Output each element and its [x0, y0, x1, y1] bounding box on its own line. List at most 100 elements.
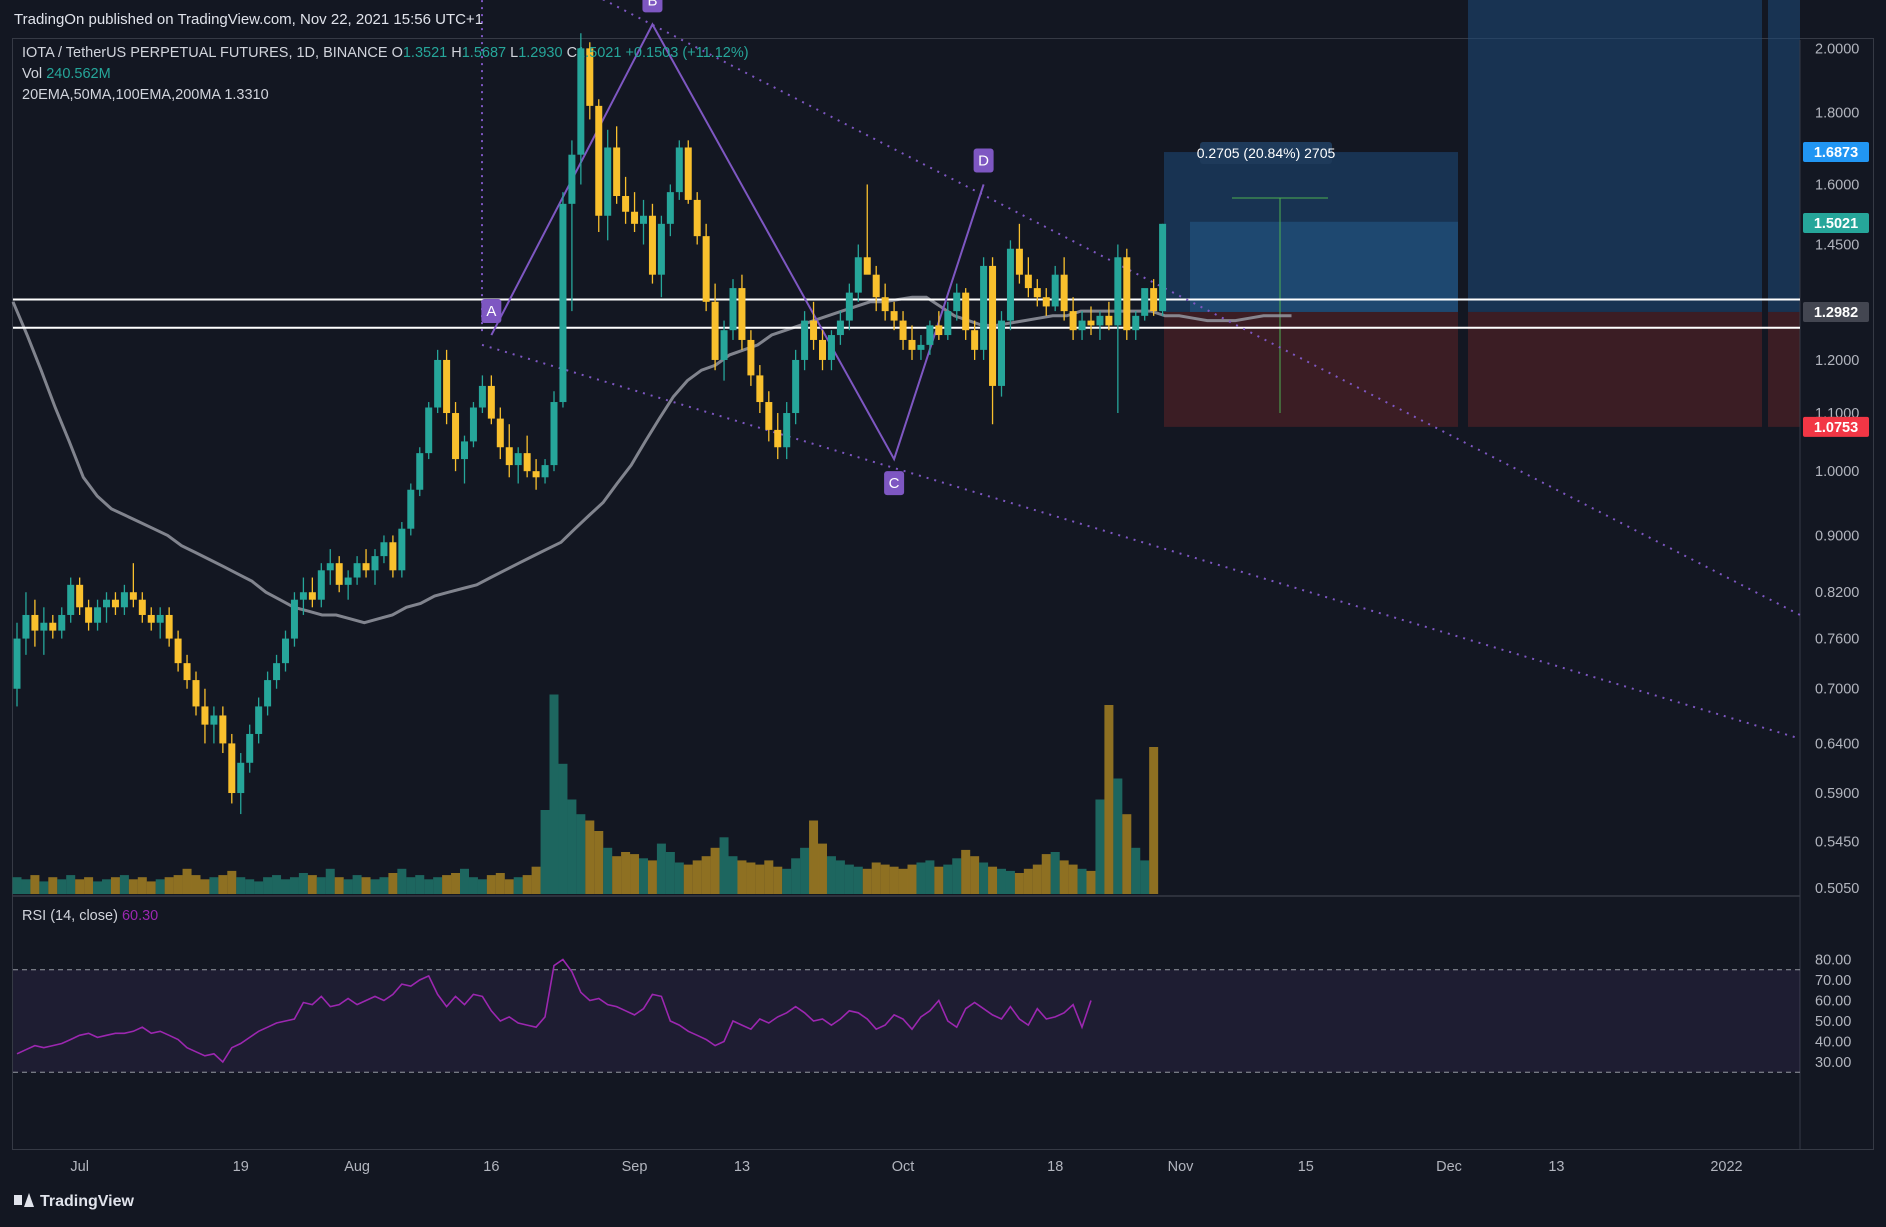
candle-body [407, 489, 415, 529]
volume-bar [48, 877, 58, 894]
candle-body [478, 385, 486, 408]
candle-body [1096, 315, 1104, 326]
candle-body [801, 320, 809, 360]
candle-body [998, 320, 1005, 386]
volume-bar [352, 875, 362, 894]
candle-body [299, 592, 307, 600]
candle-body [631, 211, 639, 224]
pattern-point-d: D [978, 152, 989, 169]
candle-body [1006, 248, 1014, 321]
candle-body [756, 375, 764, 403]
volume-bar [647, 860, 657, 894]
volume-bar [298, 873, 308, 894]
candle-body [156, 614, 164, 623]
candle-body [201, 706, 209, 725]
volume-bar [603, 847, 613, 894]
candle-body [317, 570, 325, 600]
volume-bar [594, 831, 604, 894]
volume-bar [110, 877, 120, 894]
time-tick-label: Nov [1168, 1159, 1195, 1175]
candle-body [783, 413, 791, 448]
volume-bar [1050, 852, 1060, 894]
pattern-point-b: B [647, 0, 657, 9]
candle-body [129, 592, 137, 600]
volume-bar [970, 856, 980, 894]
candle-body [908, 339, 916, 350]
candle-body [657, 223, 665, 275]
published-info: TradingOn published on TradingView.com, … [14, 11, 484, 28]
volume-bar [889, 866, 899, 894]
volume-bar [540, 810, 550, 894]
volume-bar [934, 866, 944, 894]
volume-bar [495, 873, 505, 894]
rsi-tick-label: 60.00 [1815, 994, 1851, 1010]
volume-bar [621, 852, 631, 894]
candles [13, 33, 1167, 815]
candle-body [747, 339, 755, 376]
volume-bar [1149, 747, 1159, 894]
candle-body [219, 715, 227, 744]
volume-bar [746, 862, 756, 894]
volume-bar [925, 860, 935, 894]
close-value: 1.5021 [577, 45, 622, 61]
candle-body [228, 743, 236, 794]
candle-body [237, 762, 245, 794]
candle-body [836, 320, 844, 336]
close-label: C [566, 45, 578, 61]
candle-body [264, 680, 272, 707]
chart-frame[interactable] [12, 38, 1874, 1150]
candle-body [890, 311, 898, 321]
volume-bar [674, 862, 684, 894]
time-tick-label: 13 [1548, 1159, 1564, 1175]
volume-bar [316, 877, 326, 894]
candle-body [980, 265, 988, 350]
price-tick-label: 0.9000 [1815, 528, 1859, 544]
tradingview-logo[interactable]: TradingView [14, 1193, 134, 1211]
candle-body [22, 614, 30, 639]
price-tag: 1.6873 [1814, 145, 1858, 161]
volume-bar [84, 877, 94, 894]
candle-body [246, 733, 254, 763]
volume-bar [182, 868, 192, 894]
candle-body [738, 288, 746, 340]
volume-bar [406, 877, 416, 894]
candle-body [174, 638, 182, 664]
measure-label: 0.2705 (20.84%) 2705 [1197, 145, 1336, 161]
volume-bar [218, 875, 228, 894]
volume-bar [558, 763, 568, 894]
rsi-tick-label: 50.00 [1815, 1014, 1851, 1030]
volume-bar [907, 864, 917, 894]
candle-body [1141, 288, 1149, 316]
volume-bar [710, 847, 720, 894]
candle-body [711, 301, 719, 360]
volume-bar [477, 879, 487, 894]
candle-body [1159, 223, 1167, 312]
volume-bar [898, 868, 908, 894]
candle-body [532, 471, 540, 478]
candle-body [183, 663, 191, 681]
candle-body [111, 599, 119, 608]
high-value: 1.5687 [461, 45, 507, 61]
volume-bar [245, 879, 255, 894]
volume-bar [254, 881, 264, 894]
volume-bar [209, 877, 219, 894]
volume-bar [504, 879, 514, 894]
volume-bar [325, 868, 335, 894]
volume-bar [236, 877, 246, 894]
price-tag: 1.2982 [1814, 305, 1858, 321]
target-zone-3 [1768, 0, 1800, 312]
stop-zone-1 [1164, 311, 1458, 427]
candle-body [792, 359, 800, 414]
volume-bar [630, 854, 640, 894]
candle-body [505, 447, 513, 466]
volume-bar [1077, 868, 1087, 894]
candle-body [926, 325, 934, 345]
candle-body [613, 147, 621, 197]
price-tick-label: 1.6000 [1815, 177, 1859, 193]
candle-body [40, 622, 48, 631]
candle-body [344, 577, 352, 585]
candle-body [675, 147, 683, 193]
volume-bar [1032, 864, 1042, 894]
symbol-name: IOTA / TetherUS PERPETUAL FUTURES, 1D, B… [22, 45, 388, 61]
